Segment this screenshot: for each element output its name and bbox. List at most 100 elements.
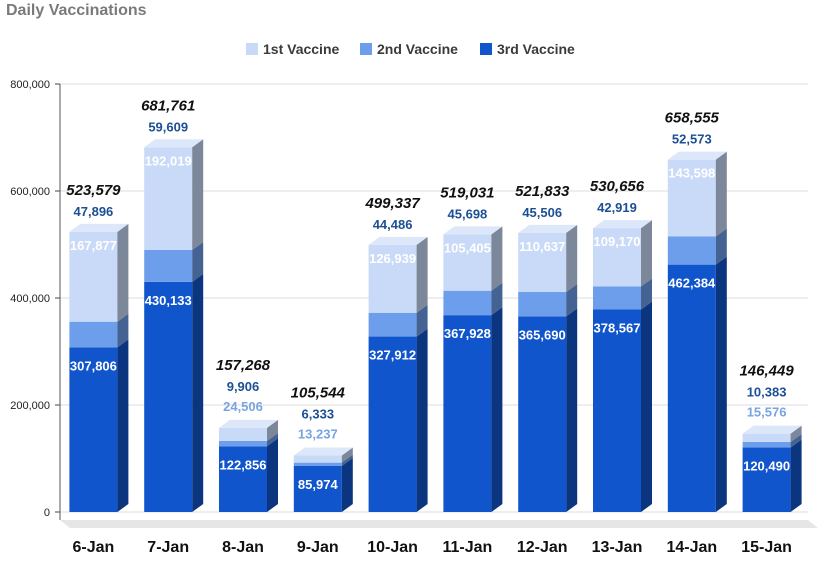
total-label: 105,544 [291,385,346,402]
x-tick-label: 9-Jan [297,539,339,556]
bar-segment-top [443,226,503,235]
bar-segment-side [416,236,428,313]
bar-segment-top [368,236,428,245]
bar-segment [667,236,716,265]
bar-segment [518,292,567,317]
bar-segment [219,446,267,512]
data-label: 365,690 [519,327,566,342]
total-label: 658,555 [665,110,720,127]
bar-segment [144,249,193,282]
bar-segment [144,281,193,512]
bar-segment-side [491,282,503,316]
bar-segment-side [192,139,204,250]
data-label: 45,698 [448,206,488,221]
data-label: 45,506 [522,205,562,220]
bar-segment-side [267,432,278,447]
data-label: 126,939 [369,251,416,266]
bar-segment [742,447,791,512]
total-label: 519,031 [440,184,494,201]
total-label: 146,449 [739,363,794,380]
data-label: 109,170 [594,234,641,249]
legend-swatch [360,43,372,55]
bar-segment [443,290,492,316]
bar-segment-side [267,438,278,512]
legend-label: 1st Vaccine [263,41,339,57]
bar-stack [443,226,503,512]
x-tick-label: 10-Jan [367,539,418,556]
bar-segment-side [341,454,353,467]
bar-segment-top [593,220,652,229]
bar-segment [293,462,342,467]
bar-segment-side [715,228,727,265]
bar-segment-top [219,419,278,428]
y-tick-label: 800,000 [10,79,50,91]
bar-stack [518,224,578,512]
data-label: 430,133 [145,293,192,308]
chart-floor [60,520,818,528]
data-label: 15,576 [747,405,787,420]
bar-segment [144,147,193,250]
data-label: 24,506 [223,399,263,414]
bar-segment-side [341,458,353,512]
bar-segment-side [790,433,802,448]
chart-title: Daily Vaccinations [6,2,147,19]
data-label: 44,486 [373,217,413,232]
bar-segment-side [416,304,428,337]
data-label: 367,928 [444,326,491,341]
bar-segment [293,455,342,463]
bar-segment-side [491,307,503,512]
data-label: 167,877 [70,238,117,253]
x-tick-label: 8-Jan [222,539,264,556]
bar-segment [219,440,267,447]
bar-segment [219,427,267,441]
data-label: 120,490 [743,459,790,474]
data-label: 110,637 [519,239,565,254]
total-label: 521,833 [515,183,570,200]
y-tick-label: 600,000 [10,186,50,198]
bar-segment-side [641,220,652,287]
data-label: 6,333 [302,407,335,422]
bar-stack [69,223,129,512]
legend-swatch [246,43,258,55]
bar-segment-side [566,224,578,293]
bar-stack [667,151,727,512]
data-label: 9,906 [227,379,260,394]
legend-label: 3rd Vaccine [497,41,575,57]
bar-segment-side [566,284,578,317]
data-label: 42,919 [597,200,637,215]
data-label: 143,598 [668,166,715,181]
bar-stack [144,139,204,512]
data-label: 13,237 [298,427,338,442]
x-tick-label: 6-Jan [73,539,115,556]
bar-segment [293,466,342,512]
x-tick-label: 11-Jan [442,539,492,556]
bar-segment [368,244,417,313]
bar-segment [593,228,641,287]
bar-segment [443,234,492,291]
data-label: 327,912 [369,348,416,363]
bar-segment [593,286,641,310]
bar-segment [742,441,791,448]
y-tick-label: 200,000 [10,400,50,412]
data-label: 122,856 [220,457,267,472]
bar-segment [667,159,716,237]
bar-segment-side [491,226,503,291]
bar-segment [368,312,417,337]
total-label: 530,656 [590,178,645,195]
bar-segment-top [742,425,802,434]
bar-segment-top [69,223,129,232]
bar-segment-side [192,273,204,512]
bar-segment [593,309,641,512]
bar-segment-side [117,339,129,512]
bar-segment-side [566,308,578,512]
legend-label: 2nd Vaccine [377,41,458,57]
bar-segment-side [641,301,652,512]
data-label: 47,896 [74,204,114,219]
bar-segment [69,347,118,512]
bar-segment-side [341,447,353,463]
bar-segment [69,231,118,322]
bar-segment-top [518,224,578,233]
bar-segment-side [416,328,428,512]
bar-segment-top [667,151,727,160]
